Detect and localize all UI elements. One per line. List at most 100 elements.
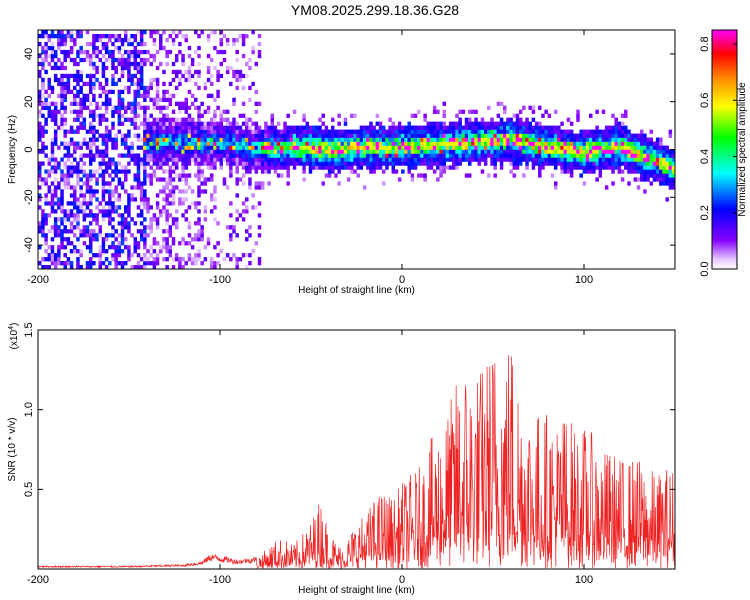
spectrogram-cell xyxy=(98,165,102,170)
spectrogram-cell xyxy=(643,153,647,158)
spectrogram-cell xyxy=(200,137,204,142)
spectrogram-cell xyxy=(101,53,106,59)
spectrogram-cell xyxy=(477,145,482,150)
spectrogram-cell xyxy=(515,133,520,138)
spectrogram-cell xyxy=(467,145,472,150)
spectrogram-cell xyxy=(146,145,150,150)
spectrogram-cell xyxy=(108,89,112,95)
spectrogram-cell xyxy=(168,193,173,198)
spectrogram-cell xyxy=(273,153,278,158)
spectrogram-cell xyxy=(487,149,491,154)
spectrogram-cell xyxy=(391,157,396,162)
spectrogram-cell xyxy=(617,161,622,166)
spectrogram-cell xyxy=(531,149,536,154)
spectrogram-cell xyxy=(487,145,491,150)
spectrogram-cell xyxy=(624,137,628,142)
spectrogram-cell xyxy=(155,137,160,142)
spectrogram-cell xyxy=(114,209,118,214)
spectrogram-cell xyxy=(477,121,482,126)
spectrogram-cell xyxy=(73,129,77,134)
spectrogram-cell xyxy=(267,125,271,130)
spectrogram-cell xyxy=(662,165,666,170)
spectrogram-cell xyxy=(178,201,182,206)
spectrogram-cell xyxy=(143,97,147,102)
spectrogram-cell xyxy=(566,141,571,146)
spectrogram-cell xyxy=(372,145,376,150)
spectrogram-cell xyxy=(184,137,188,142)
snr-scale-note: (x104) xyxy=(8,323,20,350)
spectrogram-cell xyxy=(162,177,166,182)
spectrogram-cell xyxy=(534,153,539,158)
spectrogram-cell xyxy=(534,157,539,162)
spectrogram-cell xyxy=(168,157,173,162)
spectrogram-cell xyxy=(276,157,281,162)
spectrogram-cell xyxy=(79,57,83,63)
spectrogram-cell xyxy=(50,193,55,198)
spectrogram-cell xyxy=(499,101,504,106)
spectrogram-cell xyxy=(95,65,99,71)
spectrogram-cell xyxy=(143,177,147,182)
spectrogram-cell xyxy=(503,153,507,158)
spectrogram-cell xyxy=(206,145,211,150)
spectrogram-cell xyxy=(458,149,462,154)
spectrogram-cell xyxy=(114,197,118,202)
spectrogram-cell xyxy=(136,30,141,35)
spectrogram-cell xyxy=(458,141,462,146)
spectrogram-cell xyxy=(563,129,567,134)
spectrogram-cell xyxy=(611,165,615,170)
spectrogram-cell xyxy=(254,133,259,138)
spectrogram-cell xyxy=(38,165,42,170)
spectrogram-cell xyxy=(474,121,478,126)
spectrogram-cell xyxy=(563,161,567,166)
spectrogram-cell xyxy=(92,141,96,146)
spectrogram-cell xyxy=(292,137,297,142)
spectrogram-cell xyxy=(627,161,631,166)
spectrogram-cell xyxy=(270,149,274,154)
spectrogram-cell xyxy=(232,157,236,162)
spectrogram-cell xyxy=(608,153,612,158)
spectrogram-cell xyxy=(76,197,80,202)
spectrogram-cell xyxy=(69,261,74,266)
spectrogram-cell xyxy=(305,145,310,150)
spectrogram-cell xyxy=(245,153,249,158)
spectrogram-cell xyxy=(646,173,650,178)
spectrogram-cell xyxy=(66,213,71,218)
spectrogram-cell xyxy=(47,257,52,262)
spectrogram-cell xyxy=(47,213,52,218)
spectrogram-cell xyxy=(66,49,71,55)
spectrogram-cell xyxy=(197,201,201,206)
spectrogram-cell xyxy=(522,153,526,158)
spectrogram-cell xyxy=(442,157,446,162)
spectrogram-cell xyxy=(76,257,80,262)
spectrogram-cell xyxy=(528,149,532,154)
spectrogram-cell xyxy=(98,173,102,178)
spectrogram-cell xyxy=(120,225,125,230)
spectrogram-cell xyxy=(426,129,431,134)
spectrogram-cell xyxy=(41,65,45,71)
spectrogram-cell xyxy=(359,161,364,166)
spectrogram-cell xyxy=(66,209,71,214)
colorbar-tick-label: 0.8 xyxy=(699,36,711,51)
spectrogram-cell xyxy=(149,33,153,39)
spectrogram-cell xyxy=(232,73,236,79)
spectrogram-cell xyxy=(614,149,618,154)
spectrogram-cell xyxy=(248,65,252,71)
spectrogram-cell xyxy=(124,225,128,230)
spectrogram-cell xyxy=(104,165,109,170)
spectrogram-cell xyxy=(624,157,628,162)
spectrogram-cell xyxy=(436,109,440,114)
spectrogram-cell xyxy=(499,117,504,122)
spectrogram-cell xyxy=(143,181,147,186)
spectrogram-cell xyxy=(592,145,596,150)
spectrogram-cell xyxy=(315,149,319,154)
spectrogram-cell xyxy=(372,125,376,130)
spectrogram-cell xyxy=(522,149,526,154)
spectrogram-cell xyxy=(114,37,118,43)
spectrogram-cell xyxy=(187,125,192,130)
spectrogram-cell xyxy=(108,133,112,138)
spectrogram-cell xyxy=(585,141,590,146)
spectrogram-cell xyxy=(251,45,255,51)
spectrogram-cell xyxy=(522,125,526,130)
spectrogram-cell xyxy=(82,197,87,202)
spectrogram-cell xyxy=(286,161,290,166)
